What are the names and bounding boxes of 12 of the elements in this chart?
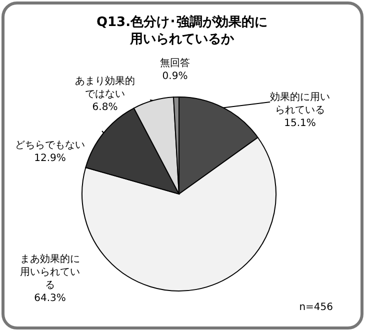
data-label: 0.9% bbox=[162, 71, 188, 82]
slice-label: 無回答 bbox=[160, 57, 190, 69]
data-label: 64.3% bbox=[34, 293, 66, 304]
data-label: 12.9% bbox=[34, 153, 66, 164]
slice-label: あまり効果的ではない bbox=[75, 75, 135, 100]
slice-label: どちらでもない bbox=[15, 140, 85, 151]
slice-label: 効果的に用いられている bbox=[270, 91, 330, 116]
text: n=456 bbox=[299, 302, 333, 313]
data-label: 6.8% bbox=[92, 102, 118, 113]
chart-title: Q13.色分け･強調が効果的に用いられているか bbox=[96, 14, 268, 47]
data-label: 15.1% bbox=[284, 118, 316, 129]
slice-label: まあ効果的に用いられている bbox=[20, 253, 80, 291]
